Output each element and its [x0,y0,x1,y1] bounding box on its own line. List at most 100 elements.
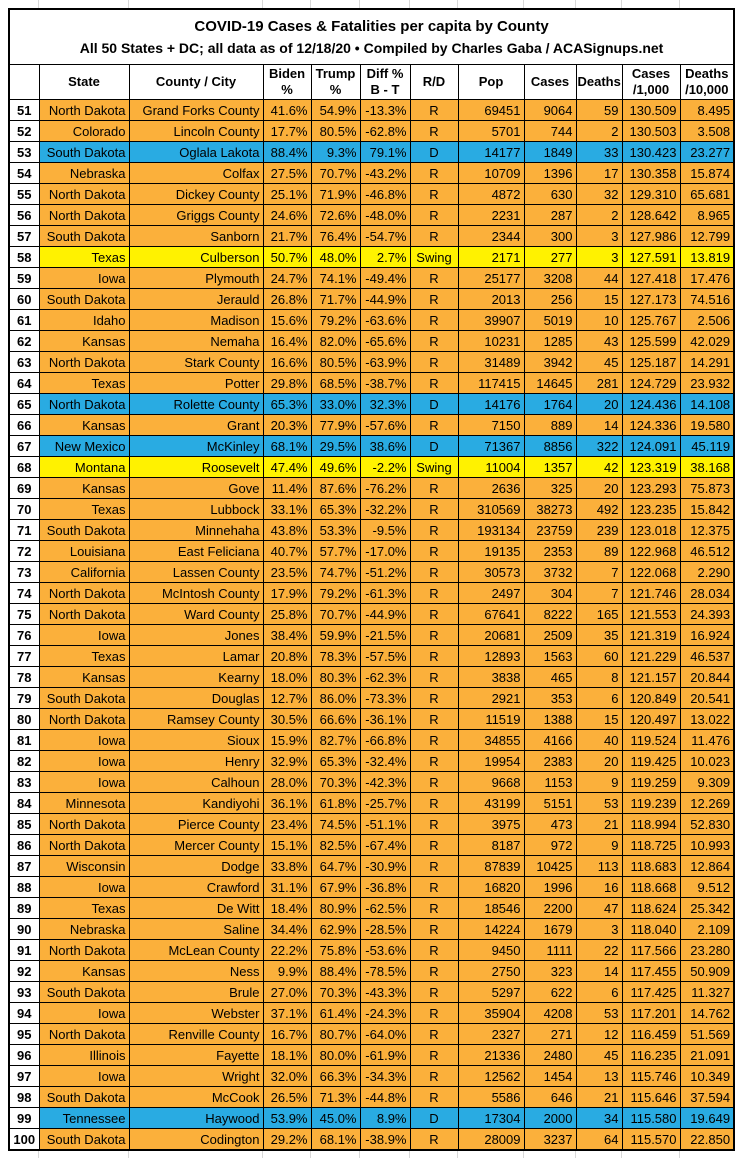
table-row: 62 Kansas Nemaha 16.4% 82.0% -65.6% R 10231 1285… [8,330,735,352]
cell-rank: 68 [8,456,40,478]
cell-cases-per-1000: 119.425 [621,750,681,772]
cell-biden-pct: 36.1% [262,792,312,814]
cell-trump-pct: 88.4% [310,960,361,982]
cell-diff-pct: -2.2% [359,456,411,478]
cell-county: Gove [128,477,264,499]
cell-cases-per-1000: 130.423 [621,141,681,163]
cell-party: R [409,519,459,541]
cell-biden-pct: 15.9% [262,729,312,751]
cell-rank: 72 [8,540,40,562]
table-row: 66 Kansas Grant 20.3% 77.9% -57.6% R 7150 889 14 1… [8,414,735,436]
cell-trump-pct: 61.4% [310,1002,361,1024]
cell-county: Grant [128,414,264,436]
cell-cases: 2383 [523,750,577,772]
cell-trump-pct: 64.7% [310,855,361,877]
table-row: 65 North Dakota Rolette County 65.3% 33.0% 32… [8,393,735,415]
cell-county: Oglala Lakota [128,141,264,163]
cell-biden-pct: 68.1% [262,435,312,457]
cell-trump-pct: 87.6% [310,477,361,499]
cell-diff-pct: 79.1% [359,141,411,163]
cell-pop: 71367 [457,435,525,457]
cell-cases-per-1000: 127.591 [621,246,681,268]
cell-county: Henry [128,750,264,772]
cell-cases: 14645 [523,372,577,394]
cell-county: Douglas [128,687,264,709]
cell-biden-pct: 33.8% [262,855,312,877]
cell-biden-pct: 17.9% [262,582,312,604]
cell-rank: 53 [8,141,40,163]
cell-county: Potter [128,372,264,394]
cell-state: Nebraska [38,162,130,184]
cell-state: North Dakota [38,939,130,961]
cell-party: R [409,267,459,289]
cell-rank: 90 [8,918,40,940]
cell-county: Calhoun [128,771,264,793]
cell-diff-pct: -49.4% [359,267,411,289]
cell-party: R [409,309,459,331]
cell-deaths: 239 [575,519,623,541]
cell-cases-per-1000: 123.235 [621,498,681,520]
cell-county: Lincoln County [128,120,264,142]
cell-trump-pct: 82.0% [310,330,361,352]
cell-party: R [409,183,459,205]
cell-cases: 3732 [523,561,577,583]
cell-deaths: 20 [575,393,623,415]
cell-pop: 14177 [457,141,525,163]
cell-biden-pct: 15.6% [262,309,312,331]
cell-cases-per-1000: 130.358 [621,162,681,184]
cell-cases-per-1000: 121.157 [621,666,681,688]
column-header-trump-pct: Trump% [310,64,361,100]
cell-biden-pct: 15.1% [262,834,312,856]
cell-rank: 79 [8,687,40,709]
cell-cases: 889 [523,414,577,436]
cell-trump-pct: 49.6% [310,456,361,478]
cell-cases-per-1000: 117.201 [621,1002,681,1024]
cell-cases: 622 [523,981,577,1003]
cell-cases: 4208 [523,1002,577,1024]
column-header-diff-pct: Diff % B - T [359,64,411,100]
cell-pop: 39907 [457,309,525,331]
cell-rank: 67 [8,435,40,457]
cell-deaths: 64 [575,1128,623,1151]
cell-trump-pct: 48.0% [310,246,361,268]
cell-pop: 18546 [457,897,525,919]
cell-party: D [409,141,459,163]
table-row: 81 Iowa Sioux 15.9% 82.7% -66.8% R 34855 4166 40 1… [8,729,735,751]
cell-deaths-per-10000: 11.327 [679,981,735,1003]
cell-trump-pct: 65.3% [310,750,361,772]
cell-state: Kansas [38,666,130,688]
cell-deaths: 12 [575,1023,623,1045]
cell-cases-per-1000: 121.229 [621,645,681,667]
cell-rank: 60 [8,288,40,310]
cell-diff-pct: -61.9% [359,1044,411,1066]
cell-county: Griggs County [128,204,264,226]
column-header-deaths: Deaths [575,64,623,100]
cell-diff-pct: 32.3% [359,393,411,415]
cell-deaths-per-10000: 23.280 [679,939,735,961]
cell-state: Colorado [38,120,130,142]
cell-rank: 63 [8,351,40,373]
cell-rank: 80 [8,708,40,730]
cell-county: Brule [128,981,264,1003]
cell-biden-pct: 37.1% [262,1002,312,1024]
cell-pop: 2171 [457,246,525,268]
cell-cases: 1679 [523,918,577,940]
cell-rank: 64 [8,372,40,394]
cell-diff-pct: 8.9% [359,1107,411,1129]
cell-diff-pct: -36.8% [359,876,411,898]
cell-deaths-per-10000: 37.594 [679,1086,735,1108]
table-row: 67 New Mexico McKinley 68.1% 29.5% 38.6% D 7136… [8,435,735,457]
cell-trump-pct: 80.3% [310,666,361,688]
cell-county: Renville County [128,1023,264,1045]
cell-deaths-per-10000: 38.168 [679,456,735,478]
cell-county: McIntosh County [128,582,264,604]
cell-deaths: 43 [575,330,623,352]
cell-pop: 14176 [457,393,525,415]
table-row: 74 North Dakota McIntosh County 17.9% 79.2% -… [8,582,735,604]
cell-trump-pct: 57.7% [310,540,361,562]
cell-biden-pct: 40.7% [262,540,312,562]
cell-pop: 12562 [457,1065,525,1087]
cell-cases-per-1000: 116.459 [621,1023,681,1045]
cell-deaths: 9 [575,771,623,793]
cell-cases: 353 [523,687,577,709]
